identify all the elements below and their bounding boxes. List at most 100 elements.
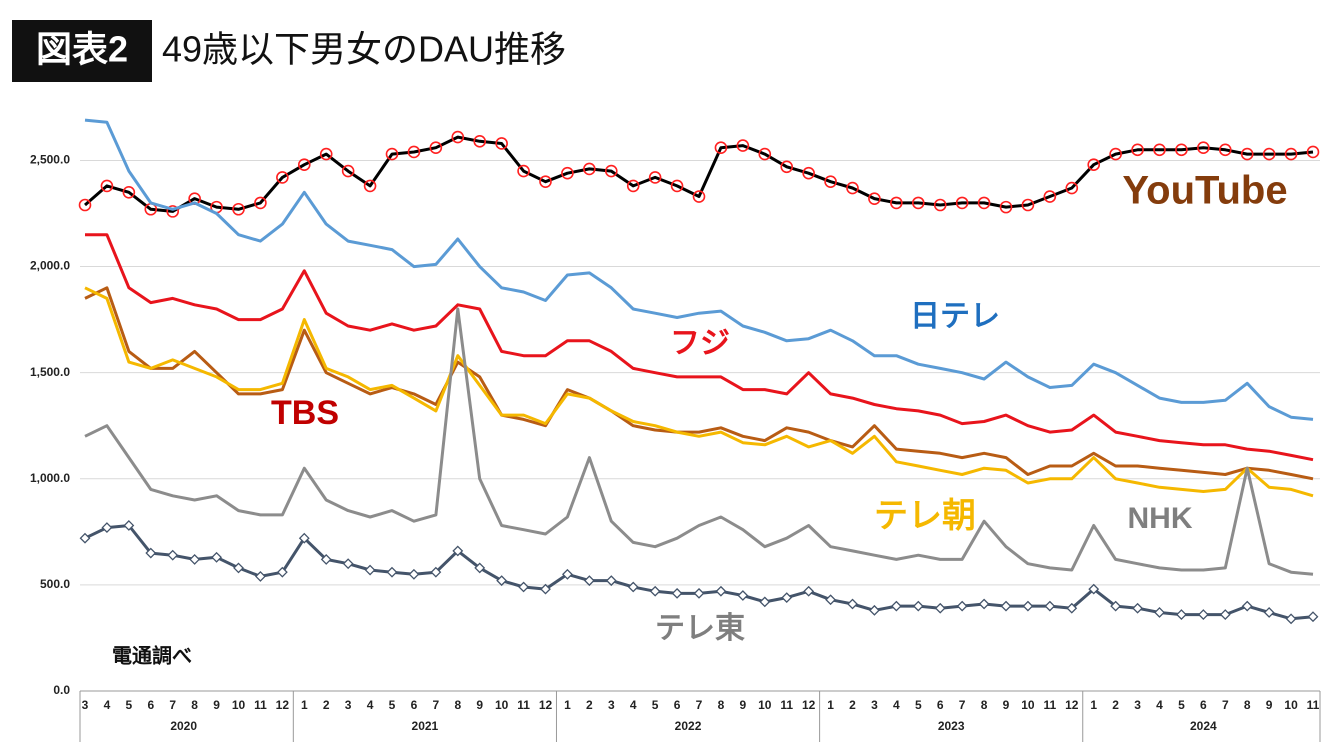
point-marker	[145, 547, 157, 559]
point-marker	[1066, 602, 1078, 614]
point-marker	[890, 600, 902, 612]
point-marker	[1043, 190, 1057, 203]
point-marker	[473, 135, 487, 148]
x-tick-label: 5	[126, 698, 133, 712]
point-marker	[1262, 147, 1276, 161]
x-tick-label: 10	[1021, 698, 1035, 712]
point-marker	[408, 568, 420, 580]
x-tick-label: 11	[1307, 698, 1320, 712]
x-tick-label: 6	[1200, 698, 1207, 712]
point-marker	[1065, 181, 1079, 195]
year-label: 2024	[1190, 719, 1217, 733]
point-marker	[933, 198, 947, 212]
point-marker	[626, 179, 640, 193]
x-tick-label: 9	[1266, 698, 1273, 712]
point-marker	[759, 596, 771, 608]
x-tick-label: 6	[147, 698, 154, 712]
x-tick-label: 9	[476, 698, 483, 712]
point-marker	[101, 522, 113, 534]
point-marker	[1176, 609, 1187, 621]
point-marker	[890, 196, 903, 210]
point-marker	[737, 590, 749, 601]
point-marker	[693, 587, 705, 599]
point-marker	[78, 198, 92, 212]
x-tick-label: 3	[345, 698, 352, 712]
point-marker	[298, 532, 310, 544]
x-tick-label: 7	[1222, 698, 1229, 712]
x-tick-label: 7	[959, 698, 966, 712]
point-marker	[649, 585, 661, 597]
badge-box	[12, 20, 152, 82]
x-tick-label: 3	[1134, 698, 1141, 712]
series-line	[84, 307, 1314, 576]
badge: 図表2	[36, 29, 128, 70]
x-tick-label: 4	[104, 698, 111, 712]
point-marker	[824, 175, 837, 188]
series-line	[84, 524, 1314, 621]
x-tick-label: 8	[981, 698, 988, 712]
point-marker	[407, 145, 421, 159]
x-tick-label: 10	[232, 698, 246, 712]
point-marker	[911, 196, 925, 210]
point-marker	[1307, 611, 1319, 623]
y-tick-label: 1,000.0	[30, 471, 70, 485]
point-marker	[319, 147, 333, 161]
point-marker	[1131, 143, 1144, 157]
point-marker	[561, 166, 574, 180]
point-marker	[100, 179, 114, 193]
point-marker	[1153, 143, 1166, 157]
x-tick-label: 10	[495, 698, 509, 712]
point-marker	[451, 130, 465, 144]
x-tick-label: 12	[802, 698, 816, 712]
point-marker	[934, 602, 946, 614]
point-marker	[430, 566, 442, 578]
series-label: TBS	[271, 394, 339, 432]
point-marker	[276, 566, 288, 578]
series-label: テレ朝	[874, 497, 976, 535]
series-line	[85, 233, 1314, 462]
point-marker	[1306, 145, 1320, 159]
x-tick-label: 8	[718, 698, 725, 712]
x-tick-label: 4	[893, 698, 900, 712]
point-marker	[999, 200, 1013, 214]
point-marker	[803, 585, 815, 597]
x-tick-label: 1	[564, 698, 571, 712]
point-marker	[496, 575, 508, 587]
point-marker	[955, 196, 969, 210]
point-marker	[648, 171, 662, 184]
x-tick-label: 10	[1284, 698, 1298, 712]
x-tick-label: 1	[1090, 698, 1097, 712]
point-marker	[781, 592, 793, 604]
point-marker	[517, 164, 530, 178]
x-tick-label: 2	[586, 698, 593, 712]
series-label: NHK	[1128, 502, 1193, 535]
y-tick-label: 2,500.0	[30, 153, 70, 167]
point-marker	[912, 600, 924, 612]
x-tick-label: 9	[740, 698, 747, 712]
x-tick-label: 4	[367, 698, 374, 712]
x-tick-label: 12	[276, 698, 290, 712]
point-marker	[385, 147, 399, 161]
point-marker	[802, 166, 815, 180]
point-marker	[780, 160, 794, 174]
x-tick-label: 8	[1244, 698, 1251, 712]
point-marker	[320, 554, 332, 565]
point-marker	[1109, 147, 1122, 161]
x-tick-label: 7	[169, 698, 176, 712]
series-line	[84, 135, 1314, 213]
x-tick-label: 8	[454, 698, 461, 712]
point-marker	[341, 164, 355, 178]
series-line	[84, 286, 1314, 498]
year-label: 2022	[675, 719, 702, 733]
x-tick-label: 6	[411, 698, 418, 712]
point-marker	[1263, 607, 1275, 618]
point-marker	[583, 575, 595, 587]
x-tick-label: 8	[191, 698, 198, 712]
point-marker	[1021, 198, 1035, 212]
point-marker	[977, 196, 991, 210]
point-marker	[166, 205, 180, 218]
x-tick-label: 9	[1003, 698, 1010, 712]
year-label: 2021	[412, 719, 439, 733]
point-marker	[254, 196, 267, 210]
